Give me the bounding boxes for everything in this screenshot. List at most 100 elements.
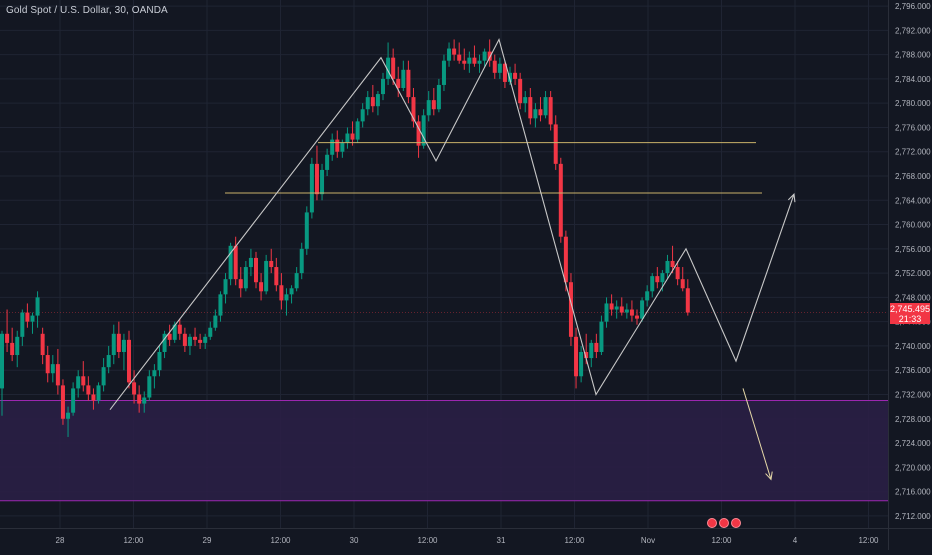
candle-body xyxy=(594,342,599,352)
candle-body xyxy=(614,306,619,310)
candle-body xyxy=(645,291,650,301)
candle-body xyxy=(137,394,142,404)
candle-body xyxy=(477,60,482,64)
candle-body xyxy=(172,324,177,340)
y-tick-label: 2,736.000 xyxy=(895,366,931,375)
candle-body xyxy=(66,412,71,419)
candle-body xyxy=(320,169,325,195)
x-tick-label: 30 xyxy=(350,536,359,545)
candle-body xyxy=(502,63,507,82)
candle-body xyxy=(650,276,655,292)
candle-body xyxy=(543,97,548,116)
candle-body xyxy=(482,51,487,61)
candle-body xyxy=(193,336,198,340)
candle-body xyxy=(406,69,411,98)
x-tick-label: 4 xyxy=(793,536,798,545)
projection-arrowhead xyxy=(787,193,796,203)
candle-body xyxy=(116,333,121,352)
candle-body xyxy=(10,342,15,356)
candle-body xyxy=(121,339,126,352)
candle-body xyxy=(375,94,380,107)
candle-body xyxy=(177,324,182,334)
candle-body xyxy=(604,303,609,322)
candle-body xyxy=(350,133,355,140)
candle-body xyxy=(208,327,213,337)
last-price-label: 2,745.495 21:33 xyxy=(890,303,930,324)
candle-body xyxy=(132,382,137,395)
candle-body xyxy=(254,257,258,283)
candle-body xyxy=(447,48,452,61)
y-tick-label: 2,748.000 xyxy=(895,293,931,302)
candle-body xyxy=(40,333,45,356)
x-tick-label: 12:00 xyxy=(564,536,585,545)
candle-body xyxy=(548,97,553,125)
candle-body xyxy=(579,352,584,377)
candle-body xyxy=(533,109,538,119)
candle-body xyxy=(360,109,365,122)
candle-body xyxy=(127,339,131,383)
candle-body xyxy=(457,54,462,61)
candle-body xyxy=(355,121,360,140)
y-tick-label: 2,788.000 xyxy=(895,51,931,60)
y-tick-label: 2,772.000 xyxy=(895,148,931,157)
candle-body xyxy=(426,100,431,116)
y-tick-label: 2,760.000 xyxy=(895,221,931,230)
x-tick-label: 12:00 xyxy=(270,536,291,545)
candle-body xyxy=(157,352,162,371)
y-tick-label: 2,728.000 xyxy=(895,415,931,424)
y-tick-label: 2,764.000 xyxy=(895,196,931,205)
candle-body xyxy=(71,388,76,413)
candle-body xyxy=(416,121,421,146)
candle-body xyxy=(492,60,497,73)
candle-body xyxy=(289,288,294,295)
event-flag-icon[interactable] xyxy=(719,518,729,528)
candle-body xyxy=(381,78,385,95)
candle-body xyxy=(680,279,685,289)
candle-body xyxy=(619,306,624,313)
candle-body xyxy=(304,212,309,249)
candle-body xyxy=(147,376,152,398)
x-tick-label: 12:00 xyxy=(123,536,144,545)
candle-body xyxy=(152,370,157,377)
y-tick-label: 2,776.000 xyxy=(895,123,931,132)
event-flag-icon[interactable] xyxy=(707,518,717,528)
candle-body xyxy=(370,97,375,107)
event-badges[interactable] xyxy=(707,518,741,528)
candle-body xyxy=(182,333,187,346)
candle-body xyxy=(309,163,314,213)
candle-body xyxy=(284,294,289,301)
candle-body xyxy=(45,355,50,374)
candle-body xyxy=(386,57,391,79)
candle-body xyxy=(213,315,218,328)
candle-body xyxy=(640,300,645,319)
candle-body xyxy=(111,333,116,356)
candle-body xyxy=(558,163,563,237)
candle-body xyxy=(294,273,299,289)
candle-body xyxy=(60,385,65,419)
chart-title: Gold Spot / U.S. Dollar, 30, OANDA xyxy=(6,5,168,16)
candle-body xyxy=(528,97,533,119)
candle-body xyxy=(314,163,319,195)
candle-body xyxy=(30,315,35,322)
candle-body xyxy=(25,312,30,322)
candle-body xyxy=(574,336,579,377)
candle-body xyxy=(655,276,660,283)
x-tick-label: 12:00 xyxy=(417,536,438,545)
candle-body xyxy=(106,355,111,368)
candle-body xyxy=(411,97,416,122)
demand-zone xyxy=(0,400,888,501)
candle-body xyxy=(599,321,604,352)
candle-body xyxy=(35,297,40,316)
candle-body xyxy=(218,294,223,316)
candle-body xyxy=(5,333,10,343)
x-tick-label: 28 xyxy=(56,536,65,545)
candle-body xyxy=(431,100,436,110)
candle-body xyxy=(563,236,568,283)
down-arrow-line xyxy=(742,388,772,480)
y-tick-label: 2,780.000 xyxy=(895,99,931,108)
event-flag-icon[interactable] xyxy=(731,518,741,528)
candle-body xyxy=(248,257,253,268)
candle-body xyxy=(274,267,279,286)
